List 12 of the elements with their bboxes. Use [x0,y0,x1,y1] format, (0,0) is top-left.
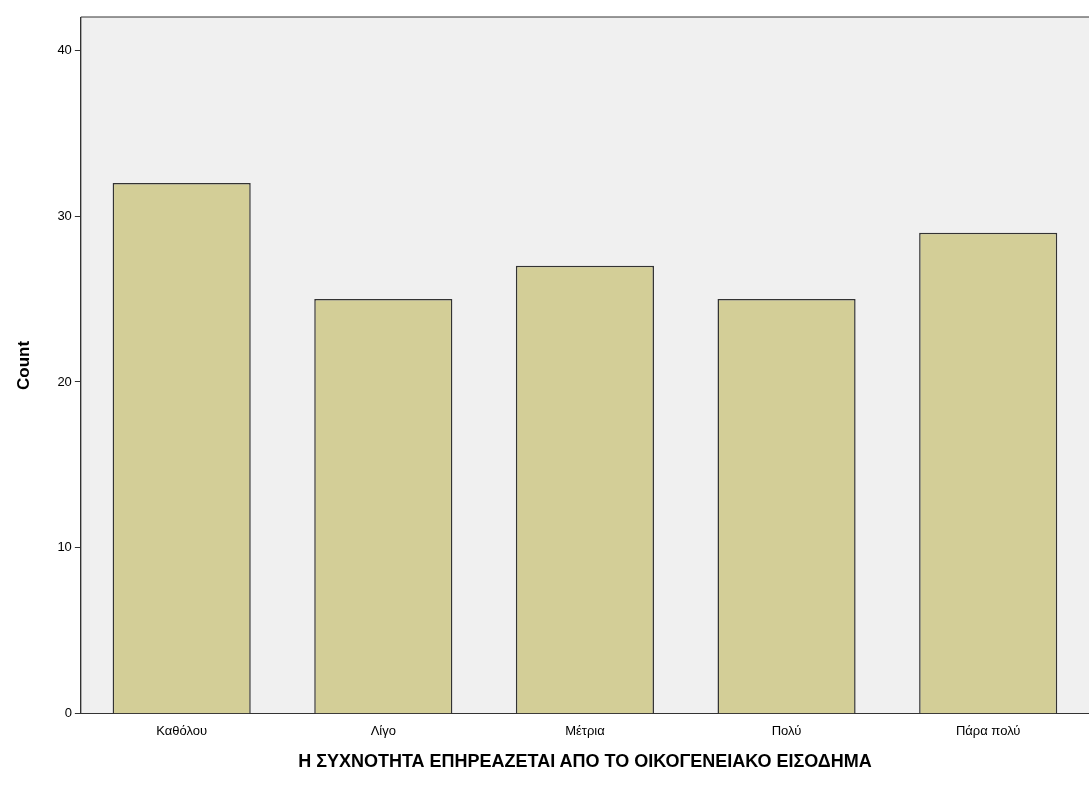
x-tick-label: Πολύ [771,723,802,739]
y-tick-label: 30 [57,207,72,223]
y-axis-title: Count [13,340,33,390]
x-tick-label: Καθόλου [156,723,208,739]
x-tick-label: Λίγο [370,723,396,739]
y-tick-label: 40 [57,41,72,57]
y-tick-label: 20 [57,373,72,389]
y-tick-label: 0 [64,705,72,721]
x-tick-label: Πάρα πολύ [955,723,1021,739]
x-axis-title: Η ΣΥΧΝΟΤΗΤΑ ΕΠΗΡΕΑΖΕΤΑΙ ΑΠΟ ΤΟ ΟΙΚΟΓΕΝΕΙΑΚΟ ΕΙΣΟΔΗΜΑ [298,751,872,772]
x-tick-label: Μέτρια [565,723,606,739]
y-tick-label: 10 [57,539,72,555]
